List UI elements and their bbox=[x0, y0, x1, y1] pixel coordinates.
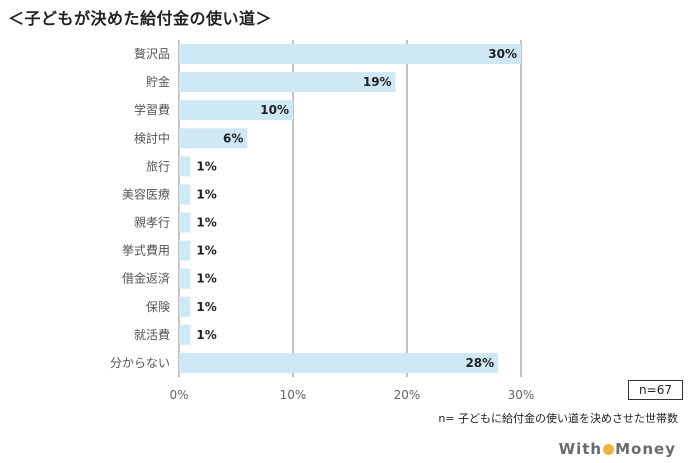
value-label: 6% bbox=[223, 131, 243, 145]
bar bbox=[179, 156, 191, 177]
category-label: 保険 bbox=[146, 300, 170, 314]
bar bbox=[179, 44, 521, 65]
bar-layer bbox=[179, 44, 521, 373]
category-label: 検討中 bbox=[134, 130, 170, 145]
value-label: 10% bbox=[260, 103, 289, 117]
bar bbox=[179, 268, 191, 289]
bar bbox=[179, 184, 191, 205]
value-label: 19% bbox=[363, 75, 392, 89]
category-label: 贅沢品 bbox=[134, 46, 170, 61]
chart-title: ＜子どもが決めた給付金の使い道＞ bbox=[8, 9, 273, 28]
label-layer: 0% 10% 20% 30% 贅沢品 30% 貯金 19% 学習費 10% 検討中 6% 旅行 1% 美容医… bbox=[110, 46, 534, 402]
bar bbox=[179, 100, 293, 121]
value-label: 1% bbox=[196, 300, 216, 314]
category-label: 貯金 bbox=[146, 74, 170, 89]
x-tick-label: 10% bbox=[280, 388, 307, 402]
category-label: 挙式費用 bbox=[122, 243, 170, 258]
category-label: 借金返済 bbox=[122, 271, 170, 286]
value-label: 28% bbox=[465, 356, 494, 370]
bar bbox=[179, 128, 248, 149]
category-label: 分からない bbox=[110, 356, 170, 370]
bar-chart: 0% 10% 20% 30% 贅沢品 30% 貯金 19% 学習費 10% 検討中 6% 旅行 1% 美容医… bbox=[110, 40, 534, 402]
category-label: 学習費 bbox=[134, 102, 170, 117]
value-label: 1% bbox=[196, 159, 216, 173]
value-label: 1% bbox=[196, 328, 216, 342]
value-label: 1% bbox=[196, 272, 216, 286]
x-tick-label: 20% bbox=[394, 388, 421, 402]
bar bbox=[179, 324, 191, 345]
value-label: 1% bbox=[196, 244, 216, 258]
logo-coin-icon bbox=[603, 444, 615, 455]
category-label: 親孝行 bbox=[134, 216, 170, 230]
category-label: 就活費 bbox=[134, 327, 170, 342]
logo-text-money: Money bbox=[615, 440, 676, 458]
withmoney-logo: With Money bbox=[559, 440, 676, 458]
value-label: 30% bbox=[488, 47, 517, 61]
value-label: 1% bbox=[196, 187, 216, 201]
category-label: 美容医療 bbox=[122, 186, 170, 201]
bar bbox=[179, 240, 191, 261]
x-tick-label: 30% bbox=[508, 388, 535, 402]
sample-size-box: n=67 bbox=[628, 380, 683, 400]
logo-text-with: With bbox=[558, 440, 603, 458]
bar bbox=[179, 296, 191, 317]
category-label: 旅行 bbox=[146, 159, 170, 173]
grid-layer bbox=[178, 40, 522, 377]
bar bbox=[179, 352, 499, 373]
bar bbox=[179, 72, 396, 93]
value-label: 1% bbox=[196, 216, 216, 230]
x-tick-label: 0% bbox=[169, 388, 188, 402]
bar bbox=[179, 212, 191, 233]
sample-note: n= 子どもに給付金の使い道を決めさせた世帯数 bbox=[438, 412, 678, 425]
